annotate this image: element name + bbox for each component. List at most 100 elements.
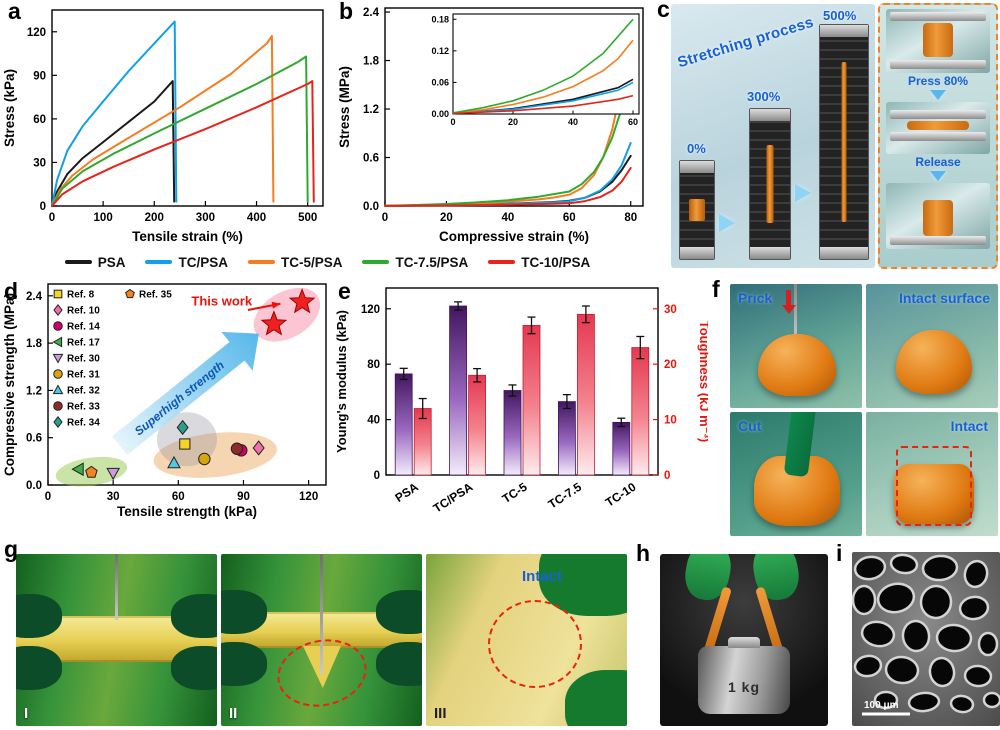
sem-pore-structure: 100 μm <box>852 552 1000 726</box>
photo-number: II <box>229 705 238 722</box>
svg-text:TC-10: TC-10 <box>603 480 639 510</box>
photo-number: III <box>434 705 447 722</box>
legend-label: TC-7.5/PSA <box>395 254 469 270</box>
series-line-TC-10/PSA <box>384 167 632 207</box>
svg-text:Tensile strain (%): Tensile strain (%) <box>132 229 243 244</box>
compressive-chart-mount: 0 20 40 60 80 0.0 0.6 1.2 1.8 2.4 Compressive stra… <box>335 0 655 255</box>
inset-frame <box>452 13 640 115</box>
tensile-stress-strain-chart: 0 100 200 300 400 500 0 30 60 90 120 Tensile strain… <box>2 9 324 244</box>
svg-text:0.00: 0.00 <box>431 109 449 119</box>
stretching-process-photo: Stretching process 0% 300% 500% <box>671 4 875 268</box>
photo-prick: Prick <box>730 284 862 408</box>
clamp <box>680 161 714 173</box>
panel-label-b: b <box>339 0 354 24</box>
gloved-finger <box>565 670 627 726</box>
legend-swatch <box>247 260 275 264</box>
modulus-toughness-bars: 0 40 80 120 0 10 20 30 Young's modulus (kPa) Toug… <box>334 287 712 515</box>
compressive-stress-strain-chart: 0 20 40 60 80 0.0 0.6 1.2 1.8 2.4 Compressive stra… <box>337 7 644 244</box>
svg-text:200: 200 <box>145 212 164 224</box>
svg-text:10: 10 <box>664 415 677 427</box>
svg-text:0.0: 0.0 <box>363 201 379 213</box>
stretch-photo-500pct <box>819 24 869 260</box>
svg-text:40: 40 <box>367 415 380 427</box>
panel-h-weight-photo: h 1 kg <box>636 542 832 730</box>
film-photo-row: I II Intact III <box>16 554 627 726</box>
press-step: Press 80% <box>908 73 968 102</box>
svg-text:2.4: 2.4 <box>26 291 43 303</box>
gloved-finger <box>171 646 217 690</box>
arrow-right-icon <box>795 184 811 202</box>
svg-text:60: 60 <box>33 114 46 126</box>
panel-i-sem-photo: i <box>832 542 1000 730</box>
panel-label-f: f <box>712 276 720 302</box>
stretching-process-label: Stretching process <box>675 13 816 72</box>
gel-dome <box>896 330 972 394</box>
series-line-TC/PSA <box>51 20 178 207</box>
svg-text:1.8: 1.8 <box>363 56 380 68</box>
svg-text:0: 0 <box>49 212 55 224</box>
svg-text:TC-7.5: TC-7.5 <box>546 480 585 512</box>
gel-sample <box>841 62 847 222</box>
photo-film-pressed: II <box>221 554 422 726</box>
svg-text:0: 0 <box>45 491 51 503</box>
svg-text:90: 90 <box>237 491 250 503</box>
toughness-bar-TC/PSA <box>468 374 487 476</box>
panel-label-c: c <box>657 0 670 22</box>
press-plate <box>890 60 986 69</box>
photo-cylinder-before-press <box>886 9 990 73</box>
legend-item-PSA: PSA <box>64 254 126 270</box>
modulus-bar-PSA <box>394 373 413 476</box>
gloved-finger <box>376 590 422 634</box>
svg-text:TC-5: TC-5 <box>500 480 530 506</box>
modulus-bar-TC-10 <box>612 421 631 476</box>
svg-text:2.4: 2.4 <box>363 7 380 19</box>
svg-text:20: 20 <box>664 359 677 371</box>
legend-label: PSA <box>97 254 126 270</box>
release-step: Release <box>915 154 961 183</box>
svg-text:Compressive strength (MPa): Compressive strength (MPa) <box>2 293 17 476</box>
legend-label: TC-5/PSA <box>280 254 343 270</box>
prick-label: Prick <box>738 290 773 306</box>
svg-text:0: 0 <box>450 117 455 127</box>
svg-text:40: 40 <box>568 117 578 127</box>
sem-micrograph: 100 μm <box>852 552 1000 726</box>
svg-text:Young's modulus (kPa): Young's modulus (kPa) <box>334 310 349 453</box>
gloved-finger <box>16 646 62 690</box>
gloved-finger <box>171 594 217 638</box>
gel-sample <box>689 199 705 221</box>
legend-item-TC/PSA: TC/PSA <box>145 255 228 270</box>
strain-500-label: 500% <box>823 8 857 23</box>
photo-film-intact: Intact III <box>426 554 627 726</box>
svg-text:500: 500 <box>298 212 317 224</box>
photo-film-needle: I <box>16 554 217 726</box>
damage-photo-grid: Prick Intact surface Cut Intact <box>730 284 998 536</box>
gel-dome <box>758 334 836 396</box>
strength-scatter-mount: 0 30 60 90 120 0.0 0.6 1.2 1.8 2.4 Tensile strengt… <box>0 280 332 530</box>
photo-intact-surface: Intact surface <box>866 284 998 408</box>
legend-swatch <box>488 260 516 264</box>
tensile-chart-mount: 0 100 200 300 400 500 0 30 60 90 120 Tensile strain… <box>0 0 335 255</box>
gloved-finger <box>221 642 267 686</box>
scale-bar-label: 100 μm <box>864 700 899 711</box>
gel-cylinder <box>894 464 974 524</box>
intact-label: Intact <box>950 418 988 434</box>
svg-text:60: 60 <box>172 491 185 503</box>
svg-text:1.2: 1.2 <box>363 104 379 116</box>
svg-text:0: 0 <box>40 201 46 213</box>
legend-item-TC-10/PSA: TC-10/PSA <box>488 255 590 270</box>
panel-d-scatter-chart: d 0 30 60 90 120 0.0 0.6 1.2 1.8 2.4 Tensile stren… <box>0 280 332 525</box>
svg-text:0: 0 <box>664 470 670 482</box>
stretch-photo-0pct <box>679 160 715 260</box>
svg-text:100: 100 <box>94 212 113 224</box>
svg-text:Ref. 17: Ref. 17 <box>67 338 100 349</box>
gloved-finger <box>221 590 267 634</box>
device-frame <box>820 37 868 247</box>
series-legend: PSA TC/PSA TC-5/PSA TC-7.5/PSA TC-10/PSA <box>0 248 655 276</box>
svg-text:30: 30 <box>33 157 46 169</box>
needle <box>320 554 323 674</box>
series-line-TC-5/PSA <box>51 35 275 207</box>
strength-comparison-scatter: 0 30 60 90 120 0.0 0.6 1.2 1.8 2.4 Tensile strengt… <box>2 283 327 519</box>
panel-e-bar-chart: e 0 40 80 120 0 10 20 30 Young's modulus (kPa) To… <box>332 280 712 525</box>
legend-item-TC-5/PSA: TC-5/PSA <box>247 254 343 270</box>
